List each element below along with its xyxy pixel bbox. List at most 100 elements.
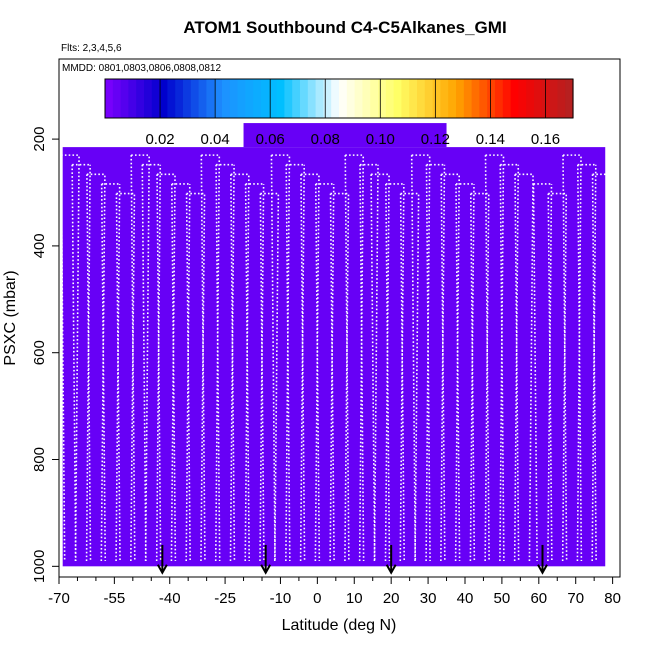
colorbar-segment	[105, 79, 114, 118]
flight-profile	[385, 183, 405, 561]
x-tick-label: -10	[270, 590, 292, 607]
x-tick-label: -70	[48, 590, 70, 607]
colorbar-segment	[378, 79, 387, 118]
colorbar-segment	[151, 79, 161, 118]
flight-profile	[314, 183, 335, 561]
x-tick-label: -40	[159, 590, 181, 607]
flight-profile	[484, 154, 505, 561]
colorbar-segment	[331, 79, 340, 118]
heatmap-upper-block	[243, 123, 447, 148]
colorbar-frame	[104, 78, 574, 119]
colorbar-tick-label: 0.12	[421, 131, 450, 148]
colorbar-segment	[214, 79, 223, 118]
colorbar: 0.02 0.04 0.06 0.08 0.10 0.12 0.14 0.16	[104, 78, 574, 148]
dates-subtitle: MMDD: 0801,0803,0806,0808,0812	[62, 63, 221, 74]
colorbar-segment	[510, 79, 519, 118]
flight-profile	[244, 183, 265, 561]
colorbar-segment	[495, 79, 504, 118]
colorbar-segment	[502, 79, 512, 118]
flight-profile	[410, 154, 431, 561]
flight-profile	[71, 163, 91, 561]
x-tick-label: 70	[567, 590, 584, 607]
y-tick-label: 800	[31, 447, 48, 472]
arrow-head	[260, 564, 272, 575]
flight-profile	[455, 183, 475, 561]
colorbar-segment	[136, 79, 145, 118]
chart-title: ATOM1 Southbound C4-C5Alkanes_GMI	[183, 18, 506, 37]
x-axis-label: Latitude (deg N)	[282, 617, 397, 634]
colorbar-segment	[222, 79, 231, 118]
flight-profile	[370, 173, 390, 561]
colorbar-segment	[175, 79, 184, 118]
flight-profile	[591, 173, 612, 561]
colorbar-segment	[346, 79, 356, 118]
x-tick-label: 30	[420, 590, 437, 607]
flight-profile	[514, 173, 534, 561]
colorbar-segment	[354, 79, 363, 118]
colorbar-segment	[448, 79, 457, 118]
y-tick-label: 400	[31, 233, 48, 258]
flight-profile	[285, 163, 306, 561]
y-tick-label: 200	[31, 127, 48, 152]
colorbar-segment	[183, 79, 192, 118]
flight-profile	[300, 173, 320, 561]
flight-profile	[547, 192, 568, 561]
colorbar-segment	[432, 79, 441, 118]
flight-profile	[200, 154, 221, 561]
flight-profile	[469, 192, 490, 561]
flight-profile	[576, 163, 597, 561]
x-tick-label: 80	[604, 590, 621, 607]
colorbar-segment	[339, 79, 348, 118]
flight-profile	[359, 163, 379, 561]
x-tick-label: 50	[494, 590, 511, 607]
colorbar-segment	[268, 79, 278, 118]
colorbar-segment	[471, 79, 480, 118]
flight-profile	[259, 192, 280, 561]
x-tick-label: 20	[383, 590, 400, 607]
arrow-head	[156, 564, 168, 575]
x-tick-label: 0	[313, 590, 321, 607]
flight-profile	[170, 183, 191, 561]
colorbar-segment	[487, 79, 496, 118]
colorbar-segment	[440, 79, 449, 118]
colorbar-segment	[417, 79, 426, 118]
flight-profile	[100, 183, 121, 561]
arrow-head	[537, 564, 548, 575]
colorbar-tick-label: 0.16	[531, 131, 560, 148]
flight-profile	[562, 154, 582, 561]
colorbar-segment	[385, 79, 395, 118]
colorbar-segment	[518, 79, 527, 118]
colorbar-segment	[300, 79, 309, 118]
x-tick-label: 10	[346, 590, 363, 607]
flight-profile	[344, 154, 365, 561]
y-tick-label: 1000	[31, 550, 48, 583]
colorbar-segment	[284, 79, 293, 118]
y-axis: 200 400 600 800 1000	[31, 127, 59, 583]
flight-profile	[270, 154, 291, 561]
flight-profile	[499, 163, 520, 561]
colorbar-segment	[565, 79, 574, 118]
y-tick-label: 600	[31, 340, 48, 365]
flight-profile	[532, 183, 553, 561]
x-axis: -70 -55 -40 -25 -10 0 10 20 30 40 50 60 70 80	[48, 577, 621, 607]
colorbar-tick-label: 0.14	[476, 131, 505, 148]
flight-profile	[440, 173, 461, 561]
colorbar-segment	[479, 79, 488, 118]
flight-profile	[185, 192, 206, 561]
arrow-head	[385, 564, 397, 575]
flight-profile	[215, 163, 235, 561]
colorbar-segment	[292, 79, 301, 118]
colorbar-segment	[253, 79, 262, 118]
colorbar-segment	[112, 79, 122, 118]
colorbar-tick-label: 0.08	[311, 131, 340, 148]
colorbar-segment	[261, 79, 270, 118]
colorbar-segment	[315, 79, 324, 118]
flight-profile	[86, 173, 106, 561]
flight-profile	[60, 154, 80, 561]
flight-profile	[130, 154, 150, 561]
colorbar-segment	[120, 79, 129, 118]
flight-profile	[425, 163, 446, 561]
colorbar-segment	[198, 79, 207, 118]
colorbar-segment	[307, 79, 317, 118]
